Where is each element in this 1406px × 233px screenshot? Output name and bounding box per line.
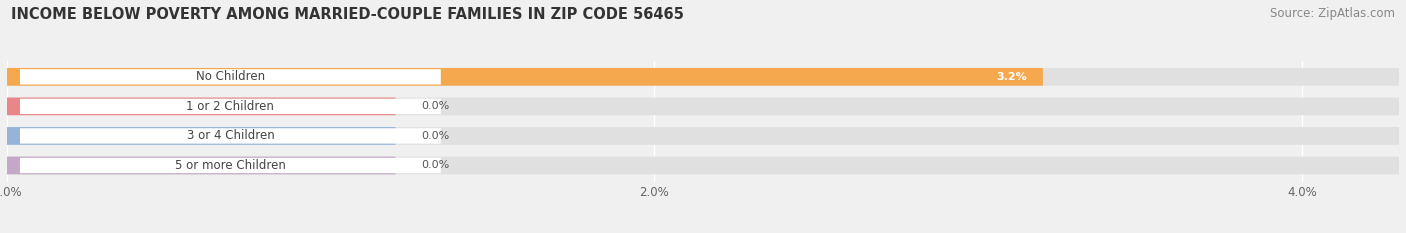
Text: 0.0%: 0.0% <box>422 101 450 111</box>
Text: Source: ZipAtlas.com: Source: ZipAtlas.com <box>1270 7 1395 20</box>
Text: 0.0%: 0.0% <box>422 161 450 171</box>
Text: 3 or 4 Children: 3 or 4 Children <box>187 130 274 142</box>
Text: INCOME BELOW POVERTY AMONG MARRIED-COUPLE FAMILIES IN ZIP CODE 56465: INCOME BELOW POVERTY AMONG MARRIED-COUPL… <box>11 7 685 22</box>
Text: 1 or 2 Children: 1 or 2 Children <box>187 100 274 113</box>
FancyBboxPatch shape <box>20 158 441 173</box>
Text: 5 or more Children: 5 or more Children <box>174 159 285 172</box>
Text: 0.0%: 0.0% <box>422 131 450 141</box>
FancyBboxPatch shape <box>20 128 441 144</box>
FancyBboxPatch shape <box>7 68 1399 86</box>
FancyBboxPatch shape <box>7 157 395 174</box>
FancyBboxPatch shape <box>20 69 441 85</box>
FancyBboxPatch shape <box>7 127 395 145</box>
FancyBboxPatch shape <box>7 157 1399 174</box>
FancyBboxPatch shape <box>7 98 395 115</box>
FancyBboxPatch shape <box>7 127 1399 145</box>
Text: No Children: No Children <box>195 70 264 83</box>
Text: 3.2%: 3.2% <box>995 72 1026 82</box>
FancyBboxPatch shape <box>7 98 1399 115</box>
FancyBboxPatch shape <box>20 99 441 114</box>
FancyBboxPatch shape <box>7 68 1043 86</box>
